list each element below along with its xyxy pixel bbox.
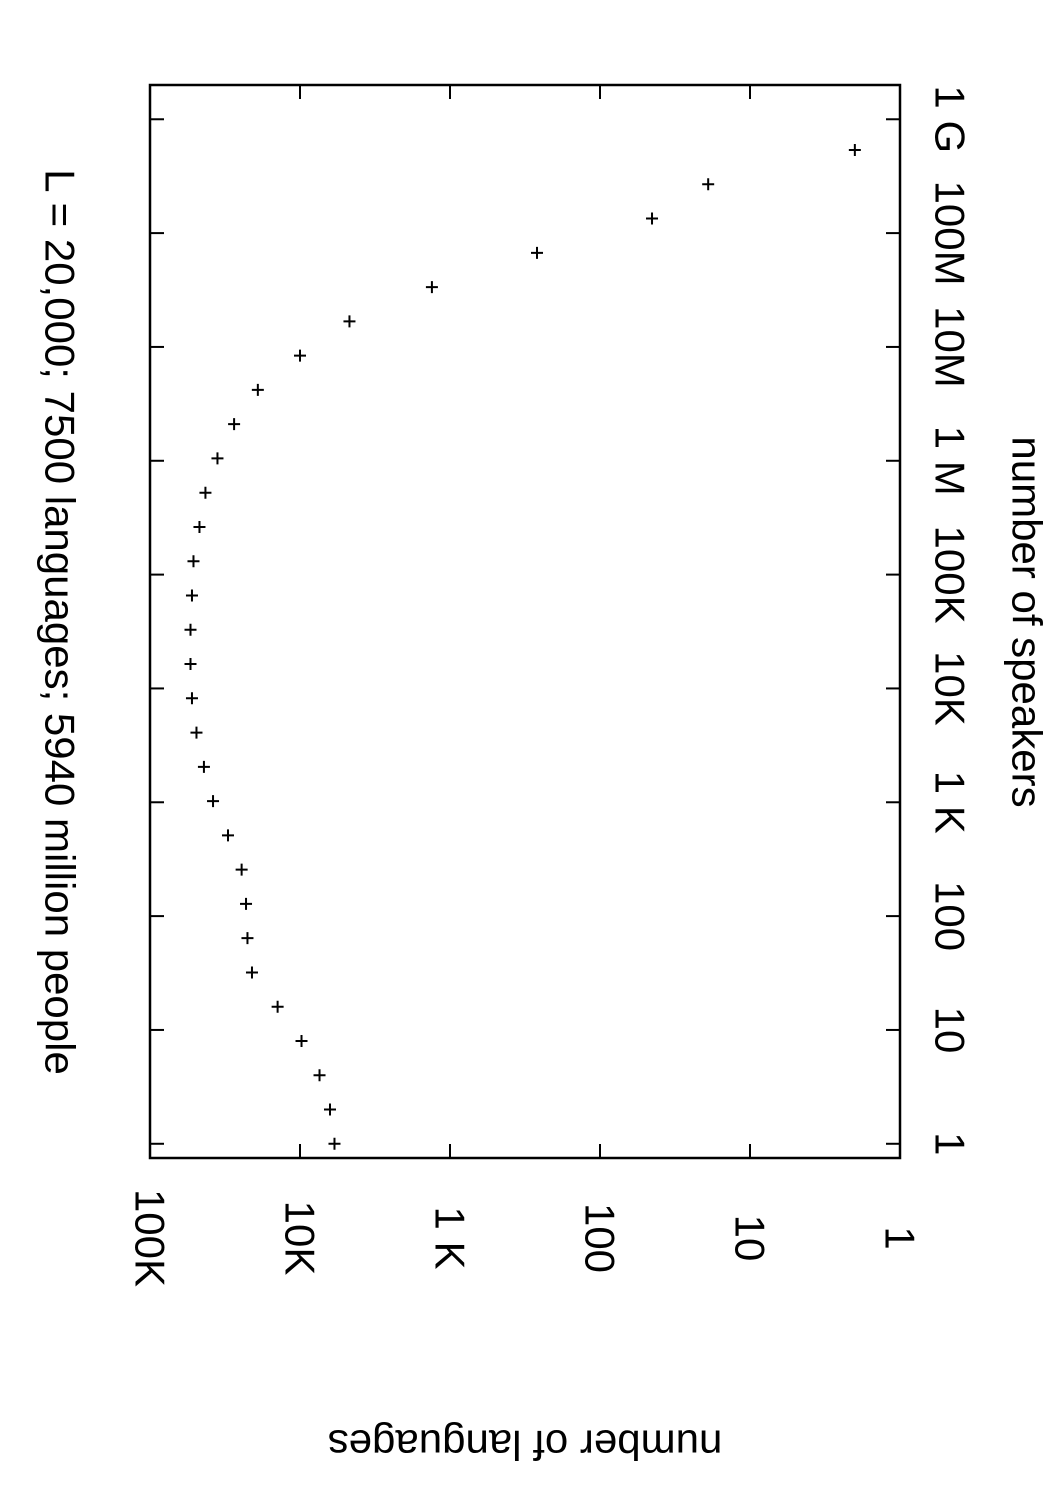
x-tick-label: 10 (927, 1007, 974, 1054)
x-tick-label: 1 M (927, 426, 974, 496)
data-point (197, 760, 210, 773)
data-point (245, 966, 258, 979)
y-tick-label: 1 (877, 1226, 924, 1249)
data-point (328, 1137, 341, 1150)
data-point (425, 281, 438, 294)
x-tick-label: 100 (927, 881, 974, 951)
data-point (848, 144, 861, 157)
data-point (251, 383, 264, 396)
data-point (323, 1103, 336, 1116)
y-tick-label: 100 (577, 1203, 624, 1273)
y-tick-label: 1 K (427, 1206, 474, 1269)
data-point (294, 349, 306, 362)
x-tick-label: 1 (927, 1132, 974, 1155)
y-axis-label: number of languages (328, 1422, 723, 1469)
x-tick-label: 100M (927, 181, 974, 286)
data-point (185, 589, 198, 602)
x-tick-label: 10K (927, 651, 974, 726)
y-tick-label: 10K (277, 1201, 324, 1276)
x-axis-ticks: 1 10 100 1 K 10K 100K 1 M 10M 100M 1 G (150, 85, 974, 1155)
y-tick-label: 10 (727, 1215, 774, 1262)
data-point (184, 658, 197, 671)
data-point (185, 692, 198, 705)
x-tick-label: 1 K (927, 771, 974, 834)
data-point (531, 246, 544, 259)
data-point (228, 418, 241, 431)
data-point (199, 486, 212, 499)
chart-title: L = 20,000; 7500 languages; 5940 million… (37, 169, 84, 1075)
data-point (702, 178, 715, 191)
plot-frame (148, 83, 902, 1160)
data-point (295, 1034, 308, 1047)
x-tick-label: 1 G (927, 85, 974, 153)
data-point (187, 555, 200, 568)
data-point (184, 623, 197, 636)
x-axis-label: number of speakers (1004, 436, 1050, 807)
data-point (211, 452, 224, 465)
x-tick-label: 10M (927, 306, 974, 388)
data-point (221, 829, 234, 842)
data-point (240, 897, 253, 910)
data-point (193, 520, 206, 533)
data-point (343, 315, 356, 328)
y-axis-ticks: 1 10 100 1 K 10K 100K (127, 85, 924, 1287)
data-point (190, 726, 203, 739)
data-point (241, 932, 254, 945)
data-point (207, 795, 220, 808)
data-point (313, 1069, 326, 1082)
data-point (646, 212, 659, 225)
data-point (271, 1000, 284, 1013)
x-tick-label: 100K (927, 526, 974, 624)
data-points (184, 144, 861, 1150)
data-point (235, 863, 248, 876)
y-tick-label: 100K (127, 1189, 174, 1287)
